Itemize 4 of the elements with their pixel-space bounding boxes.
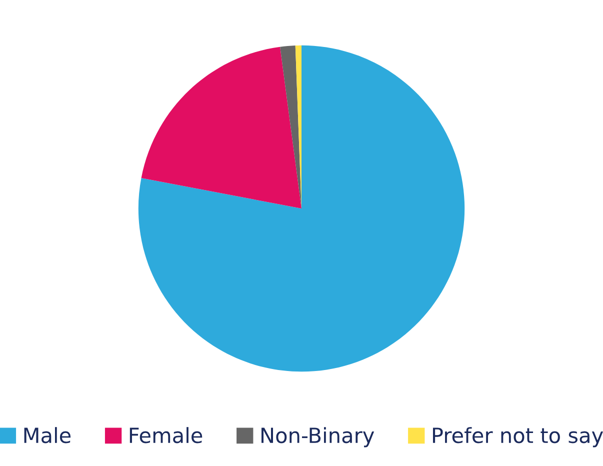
legend-label: Prefer not to say (432, 427, 603, 448)
legend-label: Non-Binary (262, 427, 374, 448)
legend-label: Male (24, 427, 71, 444)
legend-label: Female (130, 427, 202, 444)
